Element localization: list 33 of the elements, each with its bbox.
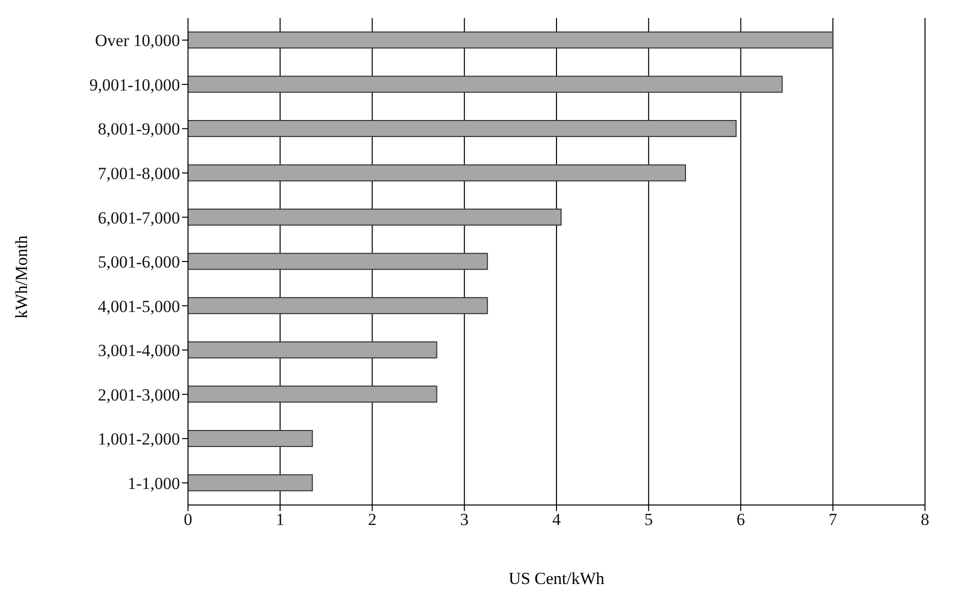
y-tick-label: 6,001-7,000 <box>98 208 180 228</box>
x-tick-label: 8 <box>920 510 930 530</box>
x-tick-label: 4 <box>552 510 562 530</box>
y-tick-label: 8,001-9,000 <box>98 120 180 139</box>
y-axis-title: kWh/Month <box>12 235 32 319</box>
y-tick-label: 5,001-6,000 <box>98 252 180 272</box>
y-tick-label: Over 10,000 <box>95 31 180 50</box>
x-tick-label: 0 <box>184 510 192 530</box>
bar <box>188 120 737 138</box>
bar <box>188 297 488 314</box>
bar <box>188 252 488 270</box>
x-tick-label: 6 <box>736 510 745 530</box>
x-tick-label: 2 <box>368 510 376 530</box>
y-tick-label: 7,001-8,000 <box>98 164 180 183</box>
y-tick-label: 4,001-5,000 <box>98 296 180 316</box>
y-tick-label: 3,001-4,000 <box>98 341 180 360</box>
y-tick-label: 1,001-2,000 <box>98 430 180 449</box>
x-tick-label: 7 <box>828 510 838 530</box>
x-tick-label: 5 <box>644 510 653 530</box>
bar <box>188 164 686 182</box>
x-tick-label: 1 <box>276 510 284 530</box>
bar <box>188 430 313 447</box>
x-axis-title: US Cent/kWh <box>508 569 606 589</box>
bar <box>188 474 313 492</box>
y-tick-label: 1-1,000 <box>128 474 180 493</box>
y-tick-label: 2,001-3,000 <box>98 385 180 404</box>
bar <box>188 386 438 403</box>
y-tick-label: 9,001-10,000 <box>89 75 180 94</box>
x-tick-label: 3 <box>460 510 469 530</box>
bar <box>188 76 783 93</box>
bar <box>188 208 562 226</box>
bar <box>188 32 834 48</box>
bar <box>188 341 438 358</box>
